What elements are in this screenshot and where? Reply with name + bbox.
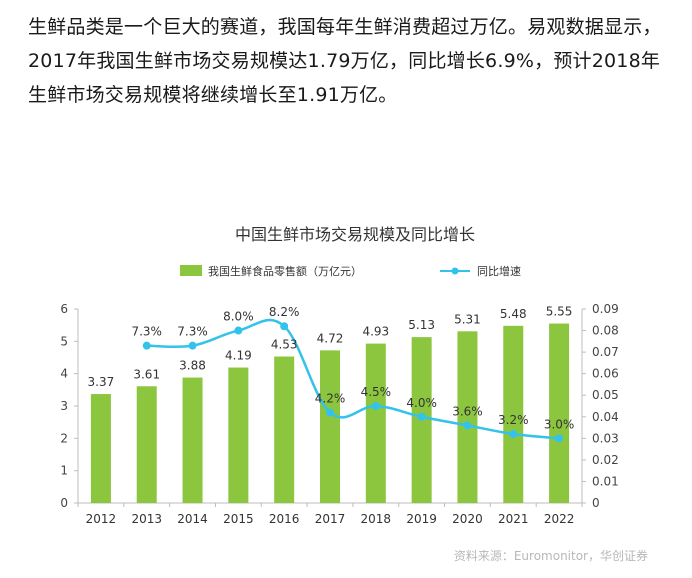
line-value-label: 3.2% — [498, 413, 529, 427]
chart-legend: 我国生鲜食品零售额（万亿元） 同比增速 — [180, 264, 521, 278]
y-right-tick-label: 0.07 — [592, 345, 619, 359]
y-left-tick-label: 1 — [60, 464, 68, 478]
line-point — [555, 434, 564, 443]
line-value-label: 8.2% — [269, 305, 300, 319]
bar-value-label: 5.55 — [546, 305, 573, 319]
y-right-tick-label: 0.06 — [592, 367, 619, 381]
line-point — [188, 341, 197, 350]
legend-line-marker — [451, 267, 459, 275]
line-point — [509, 430, 518, 439]
line-value-label: 4.5% — [361, 385, 392, 399]
y-left-tick-label: 6 — [60, 302, 68, 316]
x-tick-label: 2013 — [131, 512, 162, 526]
y-left-tick-label: 2 — [60, 431, 68, 445]
bar-value-label: 5.31 — [454, 312, 481, 326]
bar-value-label: 4.93 — [362, 325, 389, 339]
bar-value-label: 4.53 — [271, 338, 298, 352]
bar-value-label: 4.19 — [225, 349, 252, 363]
y-left-tick-label: 5 — [60, 334, 68, 348]
line-point — [463, 421, 472, 430]
bar-value-label: 3.37 — [88, 375, 115, 389]
bar — [457, 331, 478, 503]
line-value-label: 8.0% — [223, 310, 254, 324]
bar-value-label: 5.13 — [408, 318, 435, 332]
bar — [320, 350, 340, 503]
growth-line — [146, 318, 560, 440]
x-tick-label: 2019 — [406, 512, 437, 526]
line-value-label: 4.2% — [315, 391, 346, 405]
y-right-tick-label: 0.01 — [592, 474, 619, 488]
line-value-label: 7.3% — [177, 325, 208, 339]
y-right-tick-label: 0.02 — [592, 453, 619, 467]
x-tick-label: 2014 — [177, 512, 208, 526]
bar — [182, 377, 203, 503]
legend-bar-swatch — [180, 265, 202, 276]
line-series — [142, 318, 564, 443]
y-right-tick-label: 0.04 — [592, 410, 619, 424]
bar — [503, 325, 524, 503]
chart-title: 中国生鲜市场交易规模及同比增长 — [235, 225, 475, 244]
line-point — [371, 402, 380, 410]
y-left-tick-label: 0 — [60, 496, 68, 510]
y-right-tick-label: 0.05 — [592, 388, 619, 402]
line-value-label: 3.6% — [452, 404, 483, 418]
x-tick-label: 2022 — [544, 512, 575, 526]
legend-bar-label: 我国生鲜食品零售额（万亿元） — [208, 264, 362, 278]
line-value-label: 3.0% — [544, 417, 575, 431]
x-tick-label: 2017 — [315, 512, 346, 526]
data-labels: 3.37 3.61 3.88 4.19 4.53 4.72 4.93 5.13 5.31 5.48… — [88, 305, 575, 432]
bar-series — [90, 323, 570, 503]
intro-paragraph: 生鲜品类是一个巨大的赛道，我国每年生鲜消费超过万亿。易观数据显示，2017年我国… — [28, 16, 662, 106]
y-right-tick-label: 0.08 — [592, 324, 619, 338]
x-tick-label: 2021 — [498, 512, 529, 526]
line-value-label: 7.3% — [131, 325, 162, 339]
line-point — [326, 408, 334, 417]
bar-value-label: 3.88 — [179, 359, 206, 373]
bar — [228, 367, 249, 503]
y-right-tick-label: 0.09 — [592, 302, 619, 316]
y-right-tick-label: 0.03 — [592, 431, 619, 445]
y-right-tick-label: 0 — [592, 496, 600, 510]
x-tick-label: 2020 — [452, 512, 483, 526]
x-tick-label: 2016 — [269, 512, 300, 526]
x-tick-label: 2015 — [223, 512, 254, 526]
bar — [90, 394, 111, 503]
y-left-tick-label: 3 — [60, 399, 68, 413]
bar — [365, 343, 386, 503]
bar-value-label: 5.48 — [500, 307, 527, 321]
x-tick-label: 2012 — [86, 512, 117, 526]
bar — [136, 386, 157, 503]
line-point — [417, 412, 426, 421]
line-point — [234, 326, 243, 335]
bar-value-label: 3.61 — [133, 367, 160, 381]
chart-axes: 0 1 2 3 4 5 6 0 0.01 0.02 0.03 0.04 0.05 0.06 0.07 0.08… — [60, 302, 618, 526]
legend-line-label: 同比增速 — [477, 264, 521, 278]
y-left-tick-label: 4 — [60, 367, 68, 381]
line-point — [142, 341, 151, 350]
line-value-label: 4.0% — [406, 396, 437, 410]
x-tick-label: 2018 — [361, 512, 392, 526]
bar-value-label: 4.72 — [317, 331, 344, 345]
source-note: 资料来源：Euromonitor，华创证券 — [454, 548, 648, 563]
bar — [274, 356, 295, 503]
bar — [549, 323, 570, 503]
line-point — [280, 322, 289, 331]
